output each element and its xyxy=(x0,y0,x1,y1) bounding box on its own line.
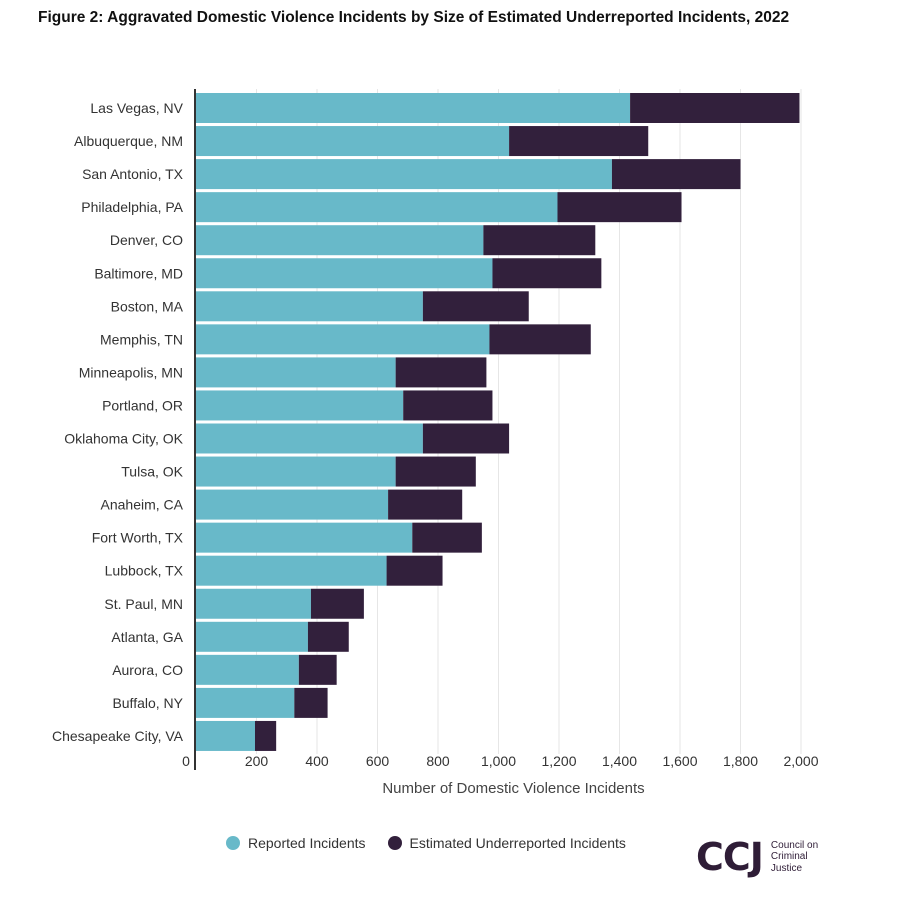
category-label: Denver, CO xyxy=(110,232,183,248)
legend-label-underreported: Estimated Underreported Incidents xyxy=(409,835,626,851)
bar-reported xyxy=(196,93,631,123)
bar-underreported xyxy=(403,390,493,421)
x-tick-label: 1,000 xyxy=(481,753,516,769)
category-label: Lubbock, TX xyxy=(105,563,184,579)
x-tick-label: 2,000 xyxy=(783,753,818,769)
bar-underreported xyxy=(298,654,337,685)
bar-underreported xyxy=(509,126,649,157)
category-label: San Antonio, TX xyxy=(82,166,184,182)
bar-underreported xyxy=(310,588,364,619)
bar-underreported xyxy=(294,687,328,718)
x-tick-label: 600 xyxy=(366,753,390,769)
category-label: Atlanta, GA xyxy=(111,629,183,645)
bar-underreported xyxy=(483,225,596,256)
category-label: Portland, OR xyxy=(102,397,183,413)
x-axis-label: Number of Domestic Violence Incidents xyxy=(382,780,644,797)
legend-swatch-reported xyxy=(226,836,240,850)
bar-reported xyxy=(196,390,404,421)
logo-line-2: Criminal xyxy=(770,851,808,863)
category-labels: Las Vegas, NV Albuquerque, NM San Antonio,… xyxy=(52,100,184,744)
bar-reported xyxy=(196,225,484,256)
bar-underreported xyxy=(492,258,602,289)
bar-underreported xyxy=(388,489,463,520)
bar-underreported xyxy=(307,621,349,652)
bar-reported xyxy=(196,522,413,553)
bar-reported xyxy=(196,423,423,454)
bar-reported xyxy=(196,588,311,619)
category-label: Oklahoma City, OK xyxy=(64,431,183,447)
category-label: Aurora, CO xyxy=(112,662,183,678)
category-label: Buffalo, NY xyxy=(112,695,183,711)
logo-mark: CCJ xyxy=(696,835,764,879)
bar-underreported xyxy=(489,324,591,355)
chart-title: Figure 2: Aggravated Domestic Violence I… xyxy=(38,9,790,26)
x-tick-label: 1,200 xyxy=(541,753,576,769)
bar-reported xyxy=(196,159,612,190)
x-tick-label: 200 xyxy=(245,753,269,769)
category-label: Tulsa, OK xyxy=(121,464,183,480)
legend-item-underreported: Estimated Underreported Incidents xyxy=(387,835,626,851)
bars xyxy=(196,93,800,751)
logo-line-3: Justice xyxy=(770,862,803,874)
bar-reported xyxy=(196,291,423,322)
x-tick-label: 1,600 xyxy=(662,753,697,769)
category-label: Chesapeake City, VA xyxy=(52,728,184,744)
category-label: Albuquerque, NM xyxy=(74,133,183,149)
bar-underreported xyxy=(422,423,510,454)
bar-reported xyxy=(196,126,510,157)
bar-reported xyxy=(196,456,396,487)
category-label: Memphis, TN xyxy=(100,331,183,347)
bar-reported xyxy=(196,621,308,652)
bar-underreported xyxy=(611,159,741,190)
legend: Reported Incidents Estimated Underreport… xyxy=(226,835,648,851)
category-label: Baltimore, MD xyxy=(94,265,183,281)
bar-underreported xyxy=(557,192,682,223)
legend-item-reported: Reported Incidents xyxy=(226,835,366,851)
category-label: Anaheim, CA xyxy=(101,497,184,513)
bar-underreported xyxy=(395,357,487,388)
x-tick-labels: 0 200 400 600 800 1,000 1,200 1,400 1,600 1,800 2,… xyxy=(182,753,819,769)
bar-reported xyxy=(196,258,493,289)
category-label: Minneapolis, MN xyxy=(79,364,183,380)
gridlines xyxy=(256,89,802,754)
logo-line-1: Council on xyxy=(770,839,819,851)
stacked-bar-chart: Las Vegas, NV Albuquerque, NM San Antonio,… xyxy=(52,89,819,797)
x-tick-label: 1,800 xyxy=(723,753,758,769)
category-label: Boston, MA xyxy=(111,298,184,314)
ccj-logo: CCJ Council on Criminal Justice xyxy=(696,838,818,876)
bar-reported xyxy=(196,324,490,355)
bar-reported xyxy=(196,654,299,685)
logo-org-name: Council on Criminal Justice xyxy=(771,840,818,875)
x-tick-label: 1,400 xyxy=(602,753,637,769)
legend-label-reported: Reported Incidents xyxy=(248,835,366,851)
bar-underreported xyxy=(422,291,529,322)
bar-underreported xyxy=(386,555,443,586)
bar-underreported xyxy=(412,522,482,553)
bar-underreported xyxy=(254,720,277,751)
x-tick-label: 0 xyxy=(182,753,190,769)
bar-reported xyxy=(196,555,387,586)
x-tick-label: 400 xyxy=(305,753,329,769)
bar-underreported xyxy=(395,456,476,487)
bar-reported xyxy=(196,192,558,223)
category-label: Philadelphia, PA xyxy=(81,199,183,215)
bar-reported xyxy=(196,489,389,520)
bar-underreported xyxy=(630,93,800,123)
bar-reported xyxy=(196,357,396,388)
bar-reported xyxy=(196,687,295,718)
category-label: Las Vegas, NV xyxy=(90,100,183,116)
category-label: St. Paul, MN xyxy=(104,596,183,612)
legend-swatch-underreported xyxy=(387,836,402,850)
x-tick-label: 800 xyxy=(426,753,450,769)
category-label: Fort Worth, TX xyxy=(92,530,184,546)
bar-reported xyxy=(196,720,255,751)
